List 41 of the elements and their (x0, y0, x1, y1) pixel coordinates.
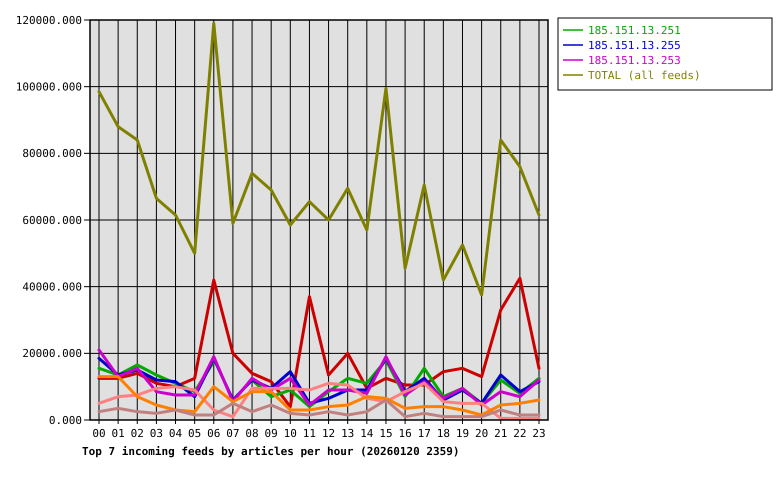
x-tick-label: 23 (532, 427, 546, 440)
x-tick-label: 11 (302, 427, 316, 440)
x-tick-label: 05 (188, 427, 202, 440)
line-series (98, 382, 540, 420)
x-tick-label: 01 (112, 427, 125, 440)
x-tick-label: 06 (207, 427, 220, 440)
x-tick-label: 02 (130, 427, 144, 440)
legend-label: 185.151.13.253 (588, 54, 681, 67)
x-tick-label: 19 (456, 427, 470, 440)
legend-label: TOTAL (all feeds) (588, 68, 701, 82)
x-tick-label: 18 (436, 427, 450, 440)
y-tick-label: 80000.000 (22, 147, 82, 160)
x-tick-label: 17 (418, 427, 431, 440)
line-series (98, 276, 540, 408)
x-tick-label: 16 (398, 427, 412, 440)
text: Top 7 incoming feeds by articles per hour (20260120 2359) (82, 445, 460, 458)
x-tick-label: 03 (150, 427, 164, 440)
x-tick-label: 20 (474, 427, 488, 440)
x-tick-label: 10 (284, 427, 297, 440)
y-tick-label: 120000.000 (16, 14, 82, 27)
x-tick-label: 12 (322, 427, 336, 440)
x-tick-label: 13 (341, 427, 354, 440)
y-tick-label: 20000.000 (22, 347, 82, 360)
line-series (98, 375, 540, 416)
x-tick-label: 21 (494, 427, 508, 440)
x-tick-label: 22 (513, 427, 526, 440)
x-tick-label: 09 (264, 427, 278, 440)
x-tick-label: 04 (168, 427, 183, 440)
x-tick-label: 14 (360, 427, 374, 440)
y-tick-label: 100000.000 (16, 80, 82, 94)
x-tick-label: 08 (245, 427, 259, 440)
x-tick-label: 07 (226, 427, 240, 440)
legend-label: 185.151.13.251 (588, 24, 681, 37)
x-tick-label: 00 (92, 427, 106, 440)
y-tick-label: 40000.000 (22, 280, 82, 294)
y-tick-label: 60000.000 (22, 214, 82, 227)
y-tick-label: 0.000 (48, 414, 82, 427)
x-tick-label: 15 (379, 427, 393, 440)
line-series (98, 398, 540, 418)
line-series (98, 22, 540, 296)
legend-label: 185.151.13.255 (588, 38, 681, 52)
